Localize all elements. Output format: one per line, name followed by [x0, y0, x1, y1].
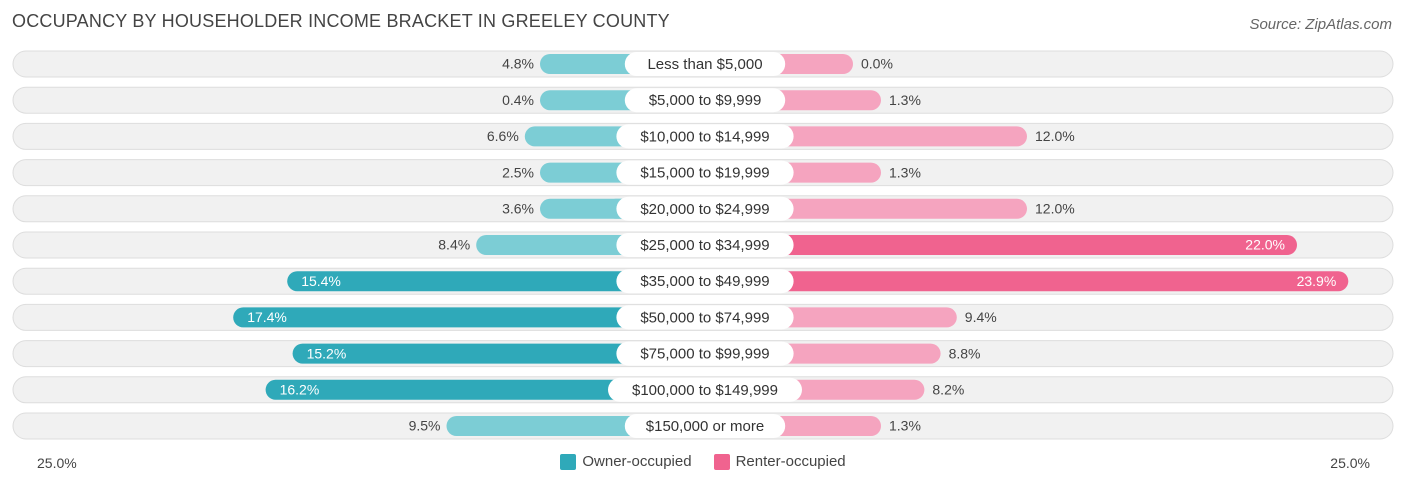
- category-pill: [616, 124, 794, 149]
- owner-bar: [265, 379, 703, 400]
- category-pill: [616, 341, 794, 366]
- category-label: $100,000 to $149,999: [632, 382, 778, 399]
- renter-value-label: 8.2%: [932, 382, 964, 398]
- category-label: $35,000 to $49,999: [640, 273, 769, 290]
- renter-value-label: 12.0%: [1035, 201, 1075, 217]
- renter-value-label: 22.0%: [1245, 237, 1285, 253]
- owner-value-label: 2.5%: [502, 164, 534, 180]
- bar-chart: 4.8% 0.0% Less than $5,000 0.4% 1.3% $5,000 t…: [12, 50, 1394, 440]
- legend-renter-label: Renter-occupied: [735, 453, 846, 470]
- owner-value-label: 8.4%: [438, 237, 470, 253]
- legend-renter-swatch: [713, 453, 730, 470]
- renter-value-label: 1.3%: [889, 418, 921, 434]
- category-pill: [624, 88, 786, 113]
- legend-owner-label: Owner-occupied: [582, 453, 692, 470]
- renter-value-label: 12.0%: [1035, 128, 1075, 144]
- owner-bar: [233, 307, 703, 328]
- renter-value-label: 1.3%: [889, 92, 921, 108]
- chart-source: Source: ZipAtlas.com: [1249, 16, 1392, 33]
- owner-value-label: 4.8%: [502, 56, 534, 72]
- owner-value-label: 6.6%: [487, 128, 519, 144]
- category-pill: [616, 269, 794, 294]
- legend-renter: Renter-occupied: [713, 453, 846, 470]
- category-pill: [616, 233, 794, 257]
- category-label: $75,000 to $99,999: [640, 346, 769, 363]
- owner-value-label: 15.4%: [301, 273, 341, 289]
- category-label: $150,000 or more: [646, 418, 764, 435]
- renter-value-label: 1.3%: [889, 164, 921, 180]
- owner-value-label: 15.2%: [307, 345, 347, 361]
- category-pill: [616, 160, 794, 185]
- category-label: $10,000 to $14,999: [640, 128, 769, 145]
- renter-value-label: 9.4%: [965, 309, 997, 325]
- owner-value-label: 3.6%: [502, 201, 534, 217]
- category-label: $20,000 to $24,999: [640, 201, 769, 218]
- category-label: $5,000 to $9,999: [649, 92, 762, 109]
- axis-min-label: 25.0%: [37, 455, 77, 471]
- category-label: $25,000 to $34,999: [640, 237, 769, 254]
- category-label: $15,000 to $19,999: [640, 165, 769, 182]
- owner-value-label: 17.4%: [247, 309, 287, 325]
- category-pill: [624, 414, 786, 438]
- legend-owner: Owner-occupied: [560, 453, 692, 470]
- renter-value-label: 23.9%: [1297, 273, 1337, 289]
- category-pill: [616, 305, 794, 330]
- category-pill: [624, 52, 786, 76]
- owner-value-label: 0.4%: [502, 92, 534, 108]
- renter-value-label: 0.0%: [861, 56, 893, 72]
- owner-value-label: 9.5%: [409, 418, 441, 434]
- category-pill: [616, 196, 794, 221]
- axis-max-label: 25.0%: [1330, 455, 1370, 471]
- legend-owner-swatch: [560, 453, 577, 470]
- owner-value-label: 16.2%: [280, 382, 320, 398]
- renter-bar: [703, 235, 1297, 255]
- category-label: $50,000 to $74,999: [640, 309, 769, 326]
- renter-value-label: 8.8%: [949, 345, 981, 361]
- category-pill: [608, 377, 802, 402]
- chart-title: OCCUPANCY BY HOUSEHOLDER INCOME BRACKET …: [12, 11, 670, 31]
- owner-bar: [287, 271, 703, 292]
- renter-bar: [703, 271, 1349, 292]
- legend: Owner-occupied Renter-occupied: [0, 453, 1406, 470]
- owner-bar: [292, 343, 703, 364]
- category-label: Less than $5,000: [647, 56, 762, 73]
